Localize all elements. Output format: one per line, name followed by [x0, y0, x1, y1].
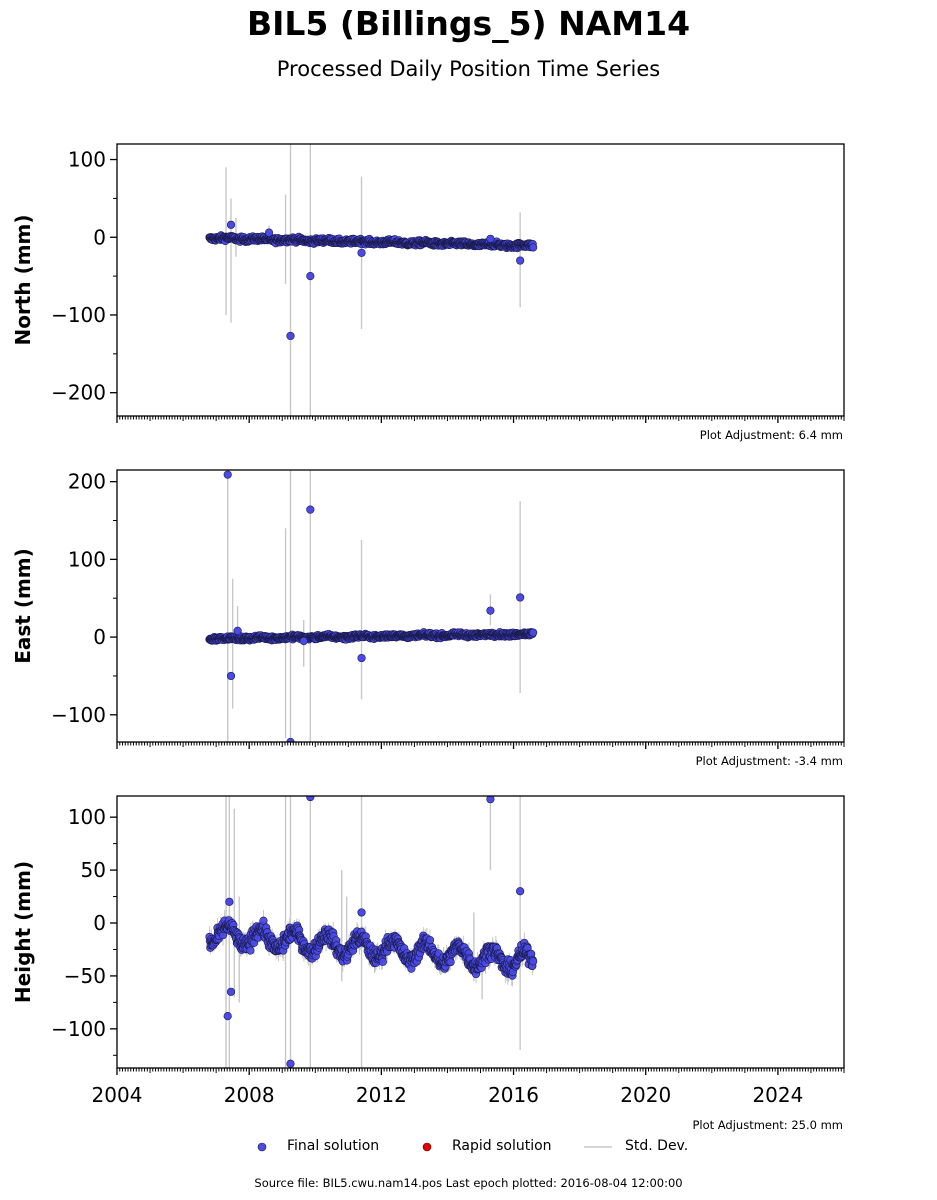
final-solution-point	[486, 606, 495, 615]
y-tick-label: −100	[51, 703, 106, 727]
final-solution-point	[306, 505, 315, 514]
y-tick-label: −50	[64, 964, 106, 988]
panel-frame	[116, 469, 845, 743]
final-solution-point	[425, 935, 435, 945]
y-tick-label: 0	[93, 225, 106, 249]
source-file-note: Source file: BIL5.cwu.nam14.pos Last epo…	[254, 1176, 683, 1190]
panel-plot-area	[205, 796, 538, 1068]
east-plot-adjustment: Plot Adjustment: -3.4 mm	[695, 754, 843, 768]
x-tick-label: 2004	[92, 1083, 143, 1107]
final-solution-point	[446, 957, 455, 967]
y-tick-label: 0	[93, 625, 106, 649]
final-solution-point	[529, 628, 538, 637]
panel-2: 100 50 0 −50 −100 2004 2008 2012 2016 2020 2024 Hei…	[11, 795, 845, 1107]
panel-plot-area	[205, 144, 538, 416]
final-solution-point	[286, 737, 295, 742]
final-solution-point	[223, 470, 232, 479]
final-solution-point	[225, 897, 234, 906]
height-plot-adjustment: Plot Adjustment: 25.0 mm	[692, 1118, 843, 1132]
x-tick-label: 2020	[620, 1083, 671, 1107]
y-axis-label: Height (mm)	[11, 861, 35, 1003]
x-tick-label: 2008	[224, 1083, 275, 1107]
final-solution-point	[226, 220, 236, 229]
final-solution-point	[223, 1012, 232, 1021]
final-solution-point	[357, 653, 366, 663]
legend-rapid-label: Rapid solution	[452, 1138, 552, 1154]
final-solution-point	[486, 796, 495, 804]
final-solution-point	[246, 946, 255, 955]
final-solution-point	[286, 331, 295, 341]
y-tick-label: −200	[51, 381, 106, 405]
final-solution-point	[299, 636, 308, 646]
x-tick-label: 2012	[356, 1083, 407, 1107]
y-tick-label: 50	[81, 858, 106, 882]
legend-rapid-marker	[422, 1142, 432, 1152]
final-solution-point	[306, 272, 315, 281]
final-solution-point	[378, 957, 387, 966]
final-solution-point	[357, 248, 366, 257]
final-solution-point	[486, 234, 495, 243]
y-tick-label: −100	[51, 1017, 106, 1041]
y-tick-label: −100	[51, 303, 106, 327]
final-solution-point	[357, 908, 366, 917]
final-solution-point	[259, 916, 268, 925]
final-solution-point	[226, 987, 236, 996]
y-tick-label: 100	[68, 805, 106, 829]
final-solution-point	[306, 796, 315, 802]
y-tick-label: 200	[68, 470, 106, 494]
final-solution-point	[529, 957, 538, 966]
final-solution-point	[264, 228, 274, 237]
x-tick-label: 2024	[752, 1083, 803, 1107]
y-tick-label: 0	[93, 911, 106, 935]
panel-1: 200 100 0 −100 East (mm)	[11, 469, 845, 749]
chart-title: BIL5 (Billings_5) NAM14	[246, 4, 691, 43]
final-solution-point	[516, 887, 525, 896]
north-plot-adjustment: Plot Adjustment: 6.4 mm	[699, 428, 843, 442]
final-solution-point	[226, 671, 236, 681]
chart-subtitle: Processed Daily Position Time Series	[276, 57, 661, 81]
y-tick-label: 100	[68, 547, 106, 571]
panel-plot-area	[205, 470, 538, 742]
y-axis-label: North (mm)	[11, 214, 35, 345]
x-tick-label: 2016	[488, 1083, 539, 1107]
final-solution-point	[516, 593, 525, 602]
y-axis-label: East (mm)	[11, 548, 35, 664]
final-solution-point	[516, 256, 525, 265]
final-solution-point	[286, 1059, 295, 1068]
legend-final-marker	[257, 1142, 267, 1152]
y-tick-label: 100	[68, 148, 106, 172]
final-solution-point	[529, 243, 538, 252]
legend-final-label: Final solution	[287, 1138, 380, 1154]
final-solution-point	[233, 626, 242, 635]
panel-0: 100 0 −100 −200 North (mm)	[11, 143, 845, 423]
legend-stddev-label: Std. Dev.	[625, 1138, 689, 1154]
